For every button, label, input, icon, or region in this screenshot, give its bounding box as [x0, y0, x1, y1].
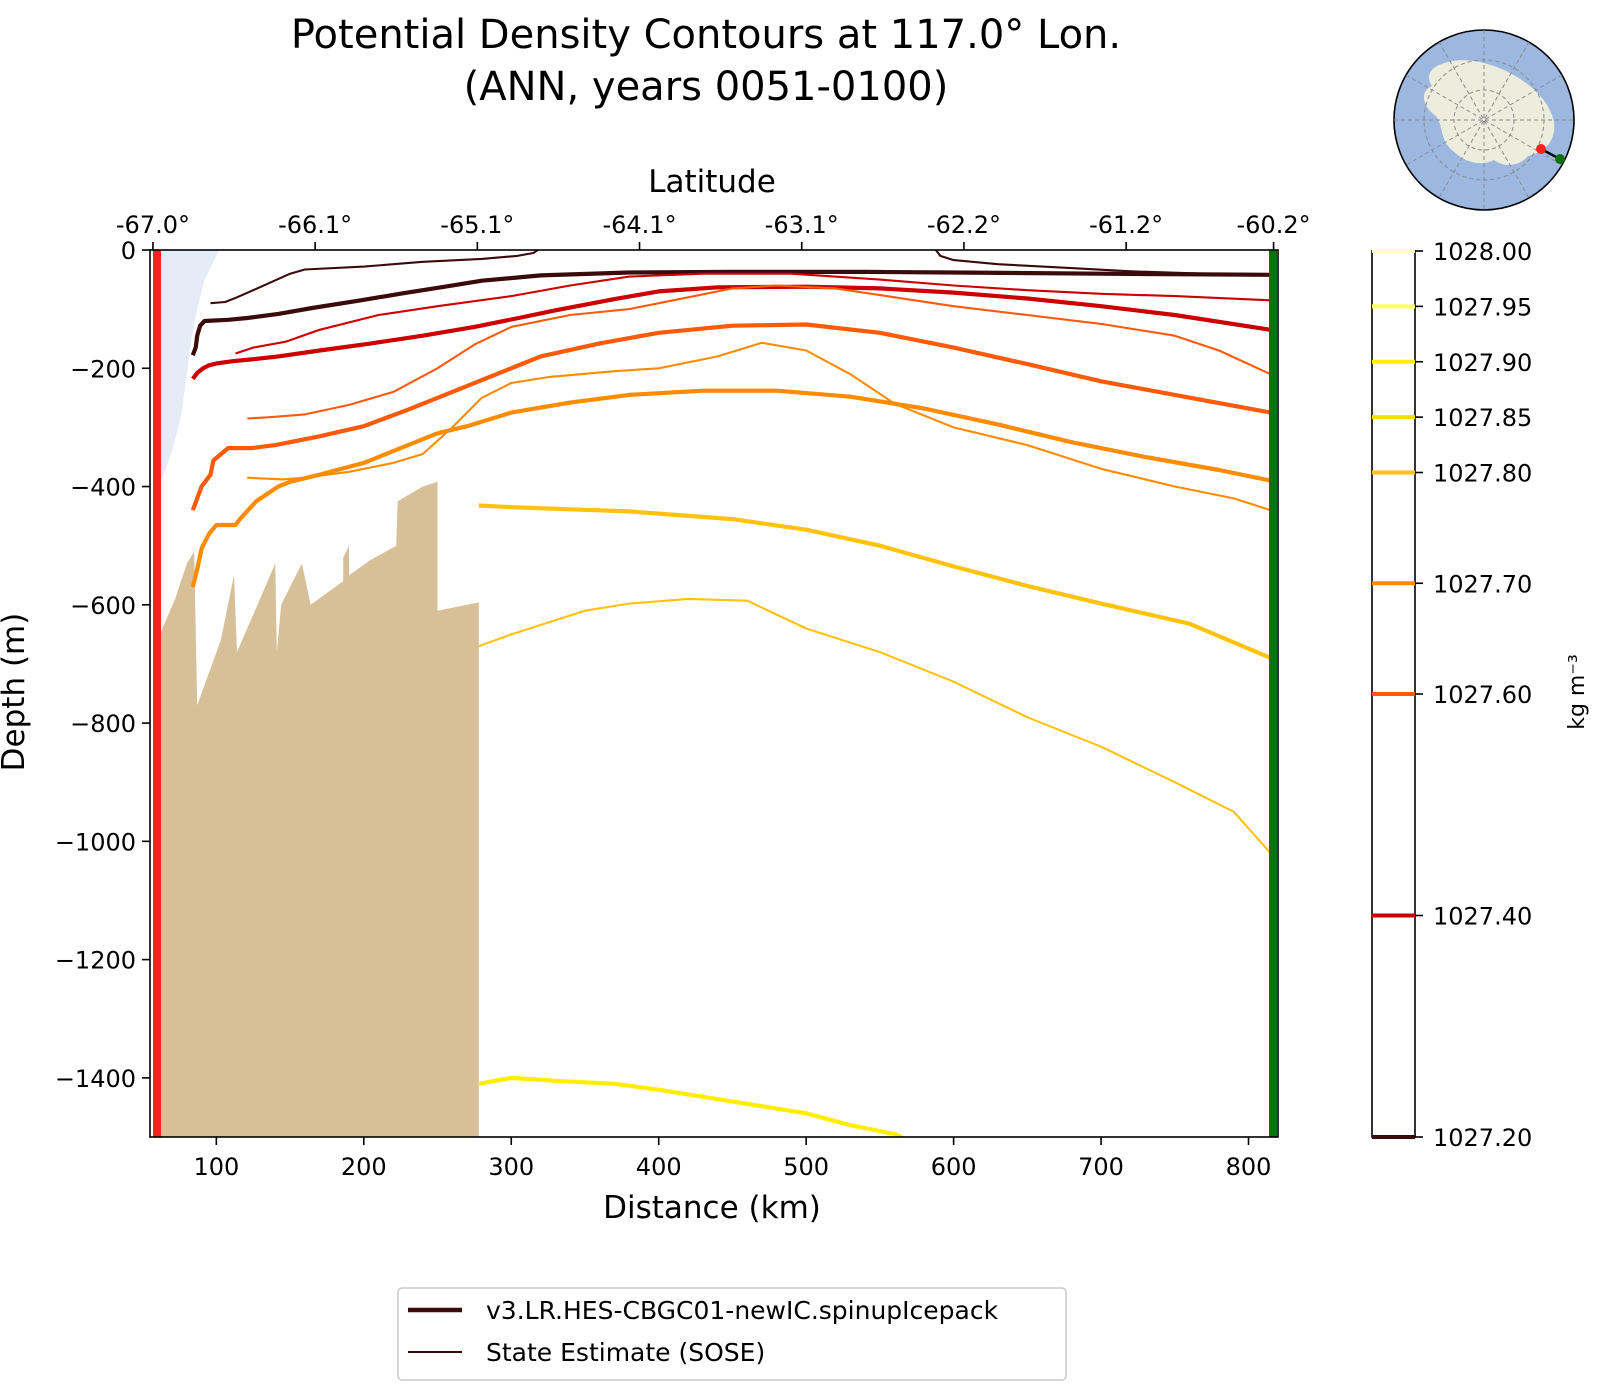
y-tick-label: −800	[70, 710, 136, 738]
colorbar-tick-label: 1027.95	[1433, 293, 1532, 321]
contour-model-1027.60	[190, 322, 1271, 511]
latitude-tick-label: -62.2°	[927, 211, 1001, 239]
seafloor-topography	[157, 481, 479, 1137]
latitude-tick-label: -63.1°	[765, 211, 839, 239]
x-tick-label: 300	[488, 1153, 534, 1181]
antarctica-landmass	[1423, 60, 1555, 165]
chart-title: Potential Density Contours at 117.0° Lon…	[291, 12, 1121, 58]
legend-label: State Estimate (SOSE)	[486, 1338, 765, 1367]
latitude-tick-label: -65.1°	[440, 211, 514, 239]
legend-box	[397, 1287, 1067, 1381]
plot-frame	[149, 249, 1279, 1138]
latitude-tick-label: -67.0°	[116, 211, 190, 239]
map-section-end-marker	[1555, 154, 1565, 164]
ice-shelf	[157, 250, 220, 487]
contour-model-1027.40	[191, 284, 1271, 381]
latitude-tick-label: -64.1°	[602, 211, 676, 239]
contour-sose-1027.60	[247, 284, 1272, 420]
y-tick-label: −1200	[55, 947, 136, 975]
contour-sose-1027.20	[210, 250, 539, 305]
map-grid-meridian	[1438, 41, 1530, 199]
contour-sose-1027.70	[247, 341, 1271, 512]
map-section-start-marker	[1536, 144, 1546, 154]
y-tick-label: 0	[121, 237, 136, 265]
top-axis-label: Latitude	[648, 164, 776, 200]
colorbar-tick-label: 1027.40	[1433, 903, 1532, 931]
colorbar-tick-label: 1027.90	[1433, 349, 1532, 377]
colorbar-tick-label: 1027.60	[1433, 681, 1532, 709]
latitude-tick-label: -61.2°	[1089, 211, 1163, 239]
y-axis-label: Depth (m)	[0, 613, 32, 772]
latitude-tick-label: -66.1°	[278, 211, 352, 239]
x-tick-label: 700	[1078, 1153, 1124, 1181]
contour-model-1027.80	[478, 503, 1272, 660]
y-tick-label: −600	[70, 592, 136, 620]
plot-area	[149, 249, 1279, 1138]
x-tick-label: 200	[341, 1153, 387, 1181]
contour-model-1027.70	[190, 388, 1272, 588]
map-grid-meridian	[1405, 74, 1563, 166]
contour-model-1027.20	[190, 269, 1271, 357]
chart-subtitle: (ANN, years 0051-0100)	[464, 64, 949, 110]
legend-label: v3.LR.HES-CBGC01-newIC.spinupIcepack	[486, 1296, 999, 1325]
latitude-tick-label: -60.2°	[1237, 211, 1311, 239]
y-tick-label: −400	[70, 474, 136, 502]
contour-sose-1027.40	[235, 272, 1271, 355]
x-tick-label: 600	[931, 1153, 977, 1181]
contour-sose-1027.80	[478, 597, 1272, 854]
colorbar: 1028.00 1027.95 1027.90 1027.85 1027.80 1027.…	[1371, 238, 1590, 1152]
axes: 100 200 300 400 500 600 700 800 0 −200 −400 −600 −80…	[55, 211, 1311, 1181]
x-axis-label: Distance (km)	[603, 1190, 821, 1226]
colorbar-tick-label: 1028.00	[1433, 238, 1532, 266]
y-tick-label: −200	[70, 355, 136, 383]
contour-model-1027.90	[478, 1075, 903, 1137]
colorbar-tick-label: 1027.70	[1433, 570, 1532, 598]
x-tick-label: 800	[1226, 1153, 1272, 1181]
colorbar-tick-label: 1027.85	[1433, 404, 1532, 432]
map-grid-meridian	[1405, 74, 1563, 166]
colorbar-tick-label: 1027.80	[1433, 460, 1532, 488]
colorbar-label: kg m⁻³	[1565, 654, 1590, 730]
x-tick-label: 400	[636, 1153, 682, 1181]
y-tick-label: −1000	[55, 828, 136, 856]
locator-map	[1393, 29, 1575, 211]
legend: v3.LR.HES-CBGC01-newIC.spinupIcepack Stat…	[397, 1287, 1067, 1381]
y-tick-label: −1400	[55, 1065, 136, 1093]
colorbar-tick-label: 1027.20	[1433, 1124, 1532, 1152]
x-tick-label: 500	[783, 1153, 829, 1181]
x-tick-label: 100	[193, 1153, 239, 1181]
contour-sose-1027.20	[935, 250, 1271, 276]
map-grid-meridian	[1438, 41, 1530, 199]
